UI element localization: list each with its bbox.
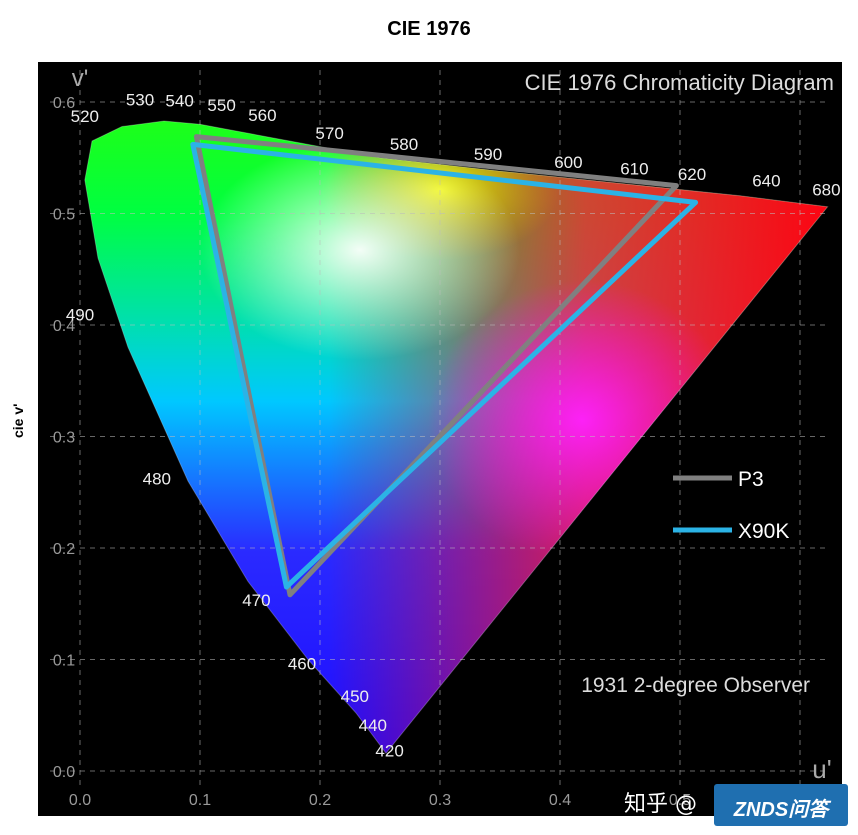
wavelength-label: 570	[315, 124, 343, 143]
x-tick-label: 0.0	[69, 792, 91, 809]
legend-label-x90k: X90K	[738, 520, 789, 543]
wavelength-label: 480	[143, 469, 171, 488]
legend: P3 X90K	[673, 468, 789, 543]
wavelength-label: 610	[620, 159, 648, 178]
gamut-triangle-p3	[193, 134, 679, 598]
wavelength-label: 680	[812, 181, 840, 200]
y-tick-label: 0.5	[53, 207, 75, 224]
wavelength-label: 580	[390, 135, 418, 154]
x-tick-label: 0.3	[429, 792, 451, 809]
wavelength-label: 530	[126, 90, 154, 109]
wavelength-label: 590	[474, 145, 502, 164]
y-axis-title: v'	[72, 65, 89, 92]
chart-title: CIE 1976 Chromaticity Diagram	[525, 70, 834, 95]
wavelength-labels: 420 440 450 460 470 480 490 520 530 540 550 560 570 5…	[66, 90, 841, 760]
znds-badge-text: ZNDS问答	[733, 799, 829, 821]
wavelength-label: 600	[554, 153, 582, 172]
wavelength-label: 540	[165, 91, 193, 110]
y-tick-label: 0.6	[53, 95, 75, 112]
x-tick-label: 0.1	[189, 792, 211, 809]
y-tick-label: 0.1	[53, 653, 75, 670]
y-tick-label: 0.4	[53, 318, 75, 335]
znds-badge: ZNDS问答	[714, 784, 848, 826]
wavelength-label: 620	[678, 165, 706, 184]
page-title: CIE 1976	[387, 18, 471, 40]
y-tick-label: 0.3	[53, 430, 75, 447]
axis-ticks: 0.0 0.1 0.2 0.3 0.4 0.5 0.0 0.1 0.2 0.3 0.4 0.5 0.6	[53, 95, 691, 809]
legend-label-p3: P3	[738, 468, 764, 491]
wavelength-label: 470	[242, 591, 270, 610]
wavelength-label: 420	[375, 742, 403, 761]
x-tick-label: 0.4	[549, 792, 571, 809]
x-axis-title: u'	[812, 754, 831, 784]
locus-outline-path	[84, 120, 829, 755]
zhihu-watermark: 知乎 @	[624, 792, 697, 817]
wavelength-label: 560	[248, 106, 276, 125]
y-tick-label: 0.2	[53, 541, 75, 558]
wavelength-label: 450	[341, 687, 369, 706]
x-tick-label: 0.2	[309, 792, 331, 809]
wavelength-label: 550	[207, 96, 235, 115]
wavelength-label: 520	[71, 107, 99, 126]
wavelength-label: 460	[288, 655, 316, 674]
observer-annotation: 1931 2-degree Observer	[581, 674, 810, 697]
y-tick-label: 0.0	[53, 764, 75, 781]
gamut-triangles	[190, 134, 699, 598]
wavelength-label: 440	[359, 716, 387, 735]
x-tick-label: 0.5	[669, 792, 691, 809]
gamut-triangle-x90k	[190, 141, 699, 590]
spectral-locus	[84, 120, 829, 755]
wavelength-label: 640	[752, 172, 780, 191]
wavelength-label: 490	[66, 306, 94, 325]
